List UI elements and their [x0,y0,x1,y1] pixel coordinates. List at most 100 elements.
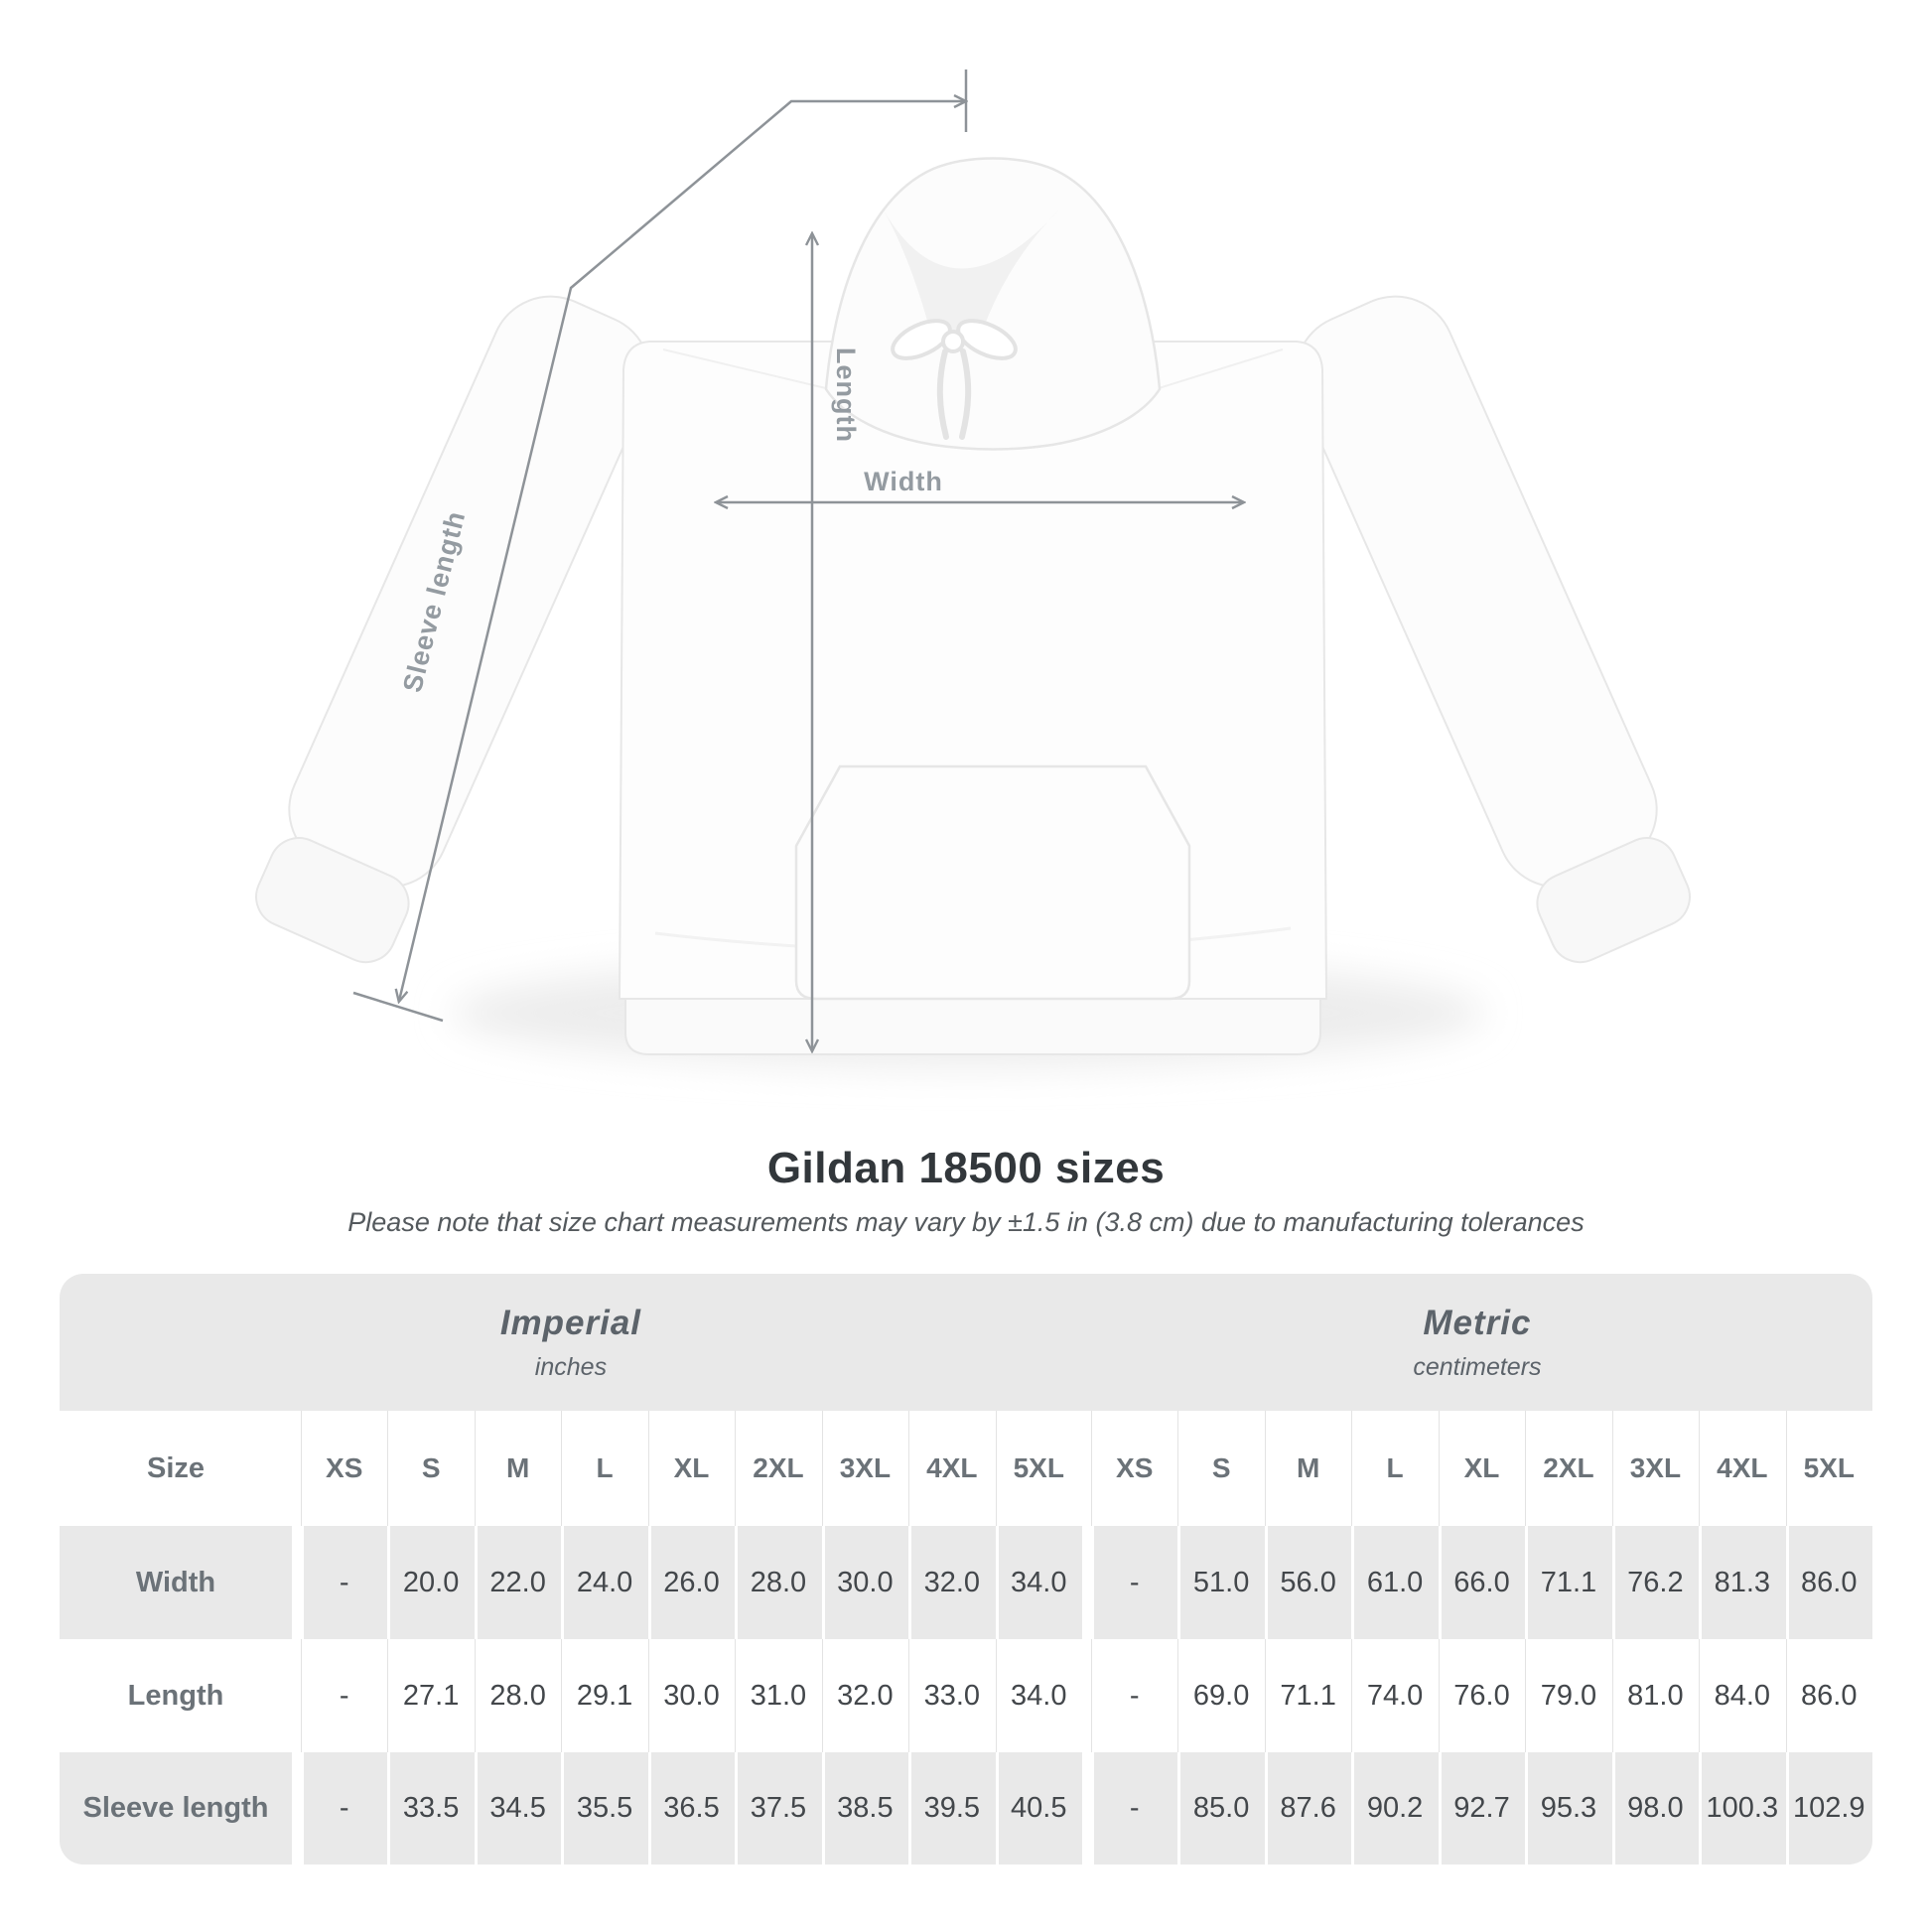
imperial-title: Imperial [499,1303,642,1342]
measurement-cell: - [1091,1639,1177,1752]
row-label: Length [127,1679,224,1712]
sleeve-length-arrow [399,101,965,1001]
tolerance-note: Please note that size chart measurements… [347,1207,1585,1237]
metric-title: Metric [1423,1303,1532,1342]
measurement-cell: 76.0 [1439,1639,1525,1752]
measurement-cell: - [301,1526,387,1639]
column-gap [292,1639,301,1752]
measurement-cell: 34.5 [475,1752,561,1864]
measurement-cell: 76.2 [1612,1526,1699,1639]
table-row: Width -20.0 22.0 24.0 26.0 28.0 30.0 32.0 34.0-5… [60,1526,1872,1639]
measurement-cell: 102.9 [1786,1752,1872,1864]
measurement-cell: 51.0 [1177,1526,1264,1639]
length-label: Length [831,347,861,443]
unit-header-band: Imperial inches Metric centimeters [60,1274,1872,1411]
measurement-cell: 84.0 [1699,1639,1785,1752]
column-gap [292,1526,301,1639]
measurement-cell: 79.0 [1525,1639,1611,1752]
measurement-cell: 26.0 [648,1526,735,1639]
measurement-cell: - [1091,1752,1177,1864]
size-column-header: 3XL [822,1411,908,1526]
measurement-cell: 74.0 [1351,1639,1438,1752]
sleeve-end-tick [352,991,444,1023]
size-column-header: M [475,1411,561,1526]
size-column-header: S [387,1411,474,1526]
measurement-cell: 81.3 [1699,1526,1785,1639]
size-column-header: 3XL [1612,1411,1699,1526]
measurement-cell: 20.0 [387,1526,474,1639]
measurement-cell: 22.0 [475,1526,561,1639]
measurement-cell: 34.0 [996,1639,1082,1752]
column-gap [1081,1639,1091,1752]
size-column-header: M [1265,1411,1351,1526]
measurement-arrows [352,69,1243,1050]
table-row: Sleeve length -33.5 34.5 35.5 36.5 37.5 38.5 39… [60,1752,1872,1864]
row-label: Sleeve length [82,1792,269,1824]
size-column-header: 4XL [908,1411,995,1526]
measurement-cell: 30.0 [648,1639,735,1752]
table-row: Length -27.1 28.0 29.1 30.0 31.0 32.0 33.0 34.0-… [60,1639,1872,1752]
size-column-header: 5XL [1786,1411,1872,1526]
size-diagram: Width Length Sleeve length [255,69,1691,1067]
measurement-cell: 100.3 [1699,1752,1785,1864]
measurement-cell: 61.0 [1351,1526,1438,1639]
measurement-cell: 36.5 [648,1752,735,1864]
measurement-cell: 27.1 [387,1639,474,1752]
measurement-cell: 28.0 [475,1639,561,1752]
measurement-cell: 37.5 [735,1752,821,1864]
measurement-cell: 95.3 [1525,1752,1611,1864]
measurement-cell: 85.0 [1177,1752,1264,1864]
measurement-cell: 29.1 [561,1639,647,1752]
measurement-cell: - [301,1639,387,1752]
measurement-cell: 33.0 [908,1639,995,1752]
width-label: Width [864,467,943,496]
size-chart-table: Imperial inches Metric centimeters Size X… [60,1274,1872,1864]
table-row: Size XS S M L XL 2XL 3XL 4XL 5XL XS S M L XL 2XL 3XL 4XL 5… [60,1411,1872,1526]
row-label: Width [135,1566,216,1598]
column-gap [292,1752,301,1864]
size-column-header: S [1177,1411,1264,1526]
size-column-header: XS [1091,1411,1177,1526]
imperial-unit: inches [534,1352,608,1381]
hoodie-illustration: Width Length Sleeve length [255,69,1691,1067]
size-column-header: 4XL [1699,1411,1785,1526]
metric-header: Metric centimeters [1082,1274,1872,1411]
measurement-cell: 81.0 [1612,1639,1699,1752]
measurement-cell: 38.5 [822,1752,908,1864]
measurement-cell: 92.7 [1439,1752,1525,1864]
measurement-cell: 87.6 [1265,1752,1351,1864]
column-gap [1081,1526,1091,1639]
measurement-cell: 98.0 [1612,1752,1699,1864]
size-column-header: 2XL [735,1411,821,1526]
measurement-cell: 86.0 [1786,1526,1872,1639]
size-column-header: 5XL [996,1411,1082,1526]
size-column-header: XS [301,1411,387,1526]
measurement-cell: 39.5 [908,1752,995,1864]
measurement-cell: - [301,1752,387,1864]
size-grid: Size XS S M L XL 2XL 3XL 4XL 5XL XS S M L XL 2XL 3XL 4XL 5… [60,1411,1872,1864]
measurement-cell: 69.0 [1177,1639,1264,1752]
measurement-cell: 90.2 [1351,1752,1438,1864]
column-gap [292,1411,301,1526]
imperial-header: Imperial inches [60,1274,1082,1411]
size-column-header: XL [1439,1411,1525,1526]
measurement-cell: 31.0 [735,1639,821,1752]
page-title: Gildan 18500 sizes [766,1144,1166,1192]
column-gap [1081,1752,1091,1864]
size-column-header: XL [648,1411,735,1526]
measurement-cell: 71.1 [1525,1526,1611,1639]
measurement-cell: 32.0 [908,1526,995,1639]
measurement-cell: - [1091,1526,1177,1639]
measurement-cell: 33.5 [387,1752,474,1864]
measurement-cell: 30.0 [822,1526,908,1639]
measurement-cell: 34.0 [996,1526,1082,1639]
measurement-cell: 35.5 [561,1752,647,1864]
size-column-header: 2XL [1525,1411,1611,1526]
size-column-title: Size [146,1451,206,1484]
measurement-cell: 40.5 [996,1752,1082,1864]
measurement-cell: 66.0 [1439,1526,1525,1639]
hoodie-image [255,157,1691,1055]
title-block: Gildan 18500 sizes Please note that size… [0,1144,1932,1238]
measurement-cell: 24.0 [561,1526,647,1639]
size-column-header: L [1351,1411,1438,1526]
